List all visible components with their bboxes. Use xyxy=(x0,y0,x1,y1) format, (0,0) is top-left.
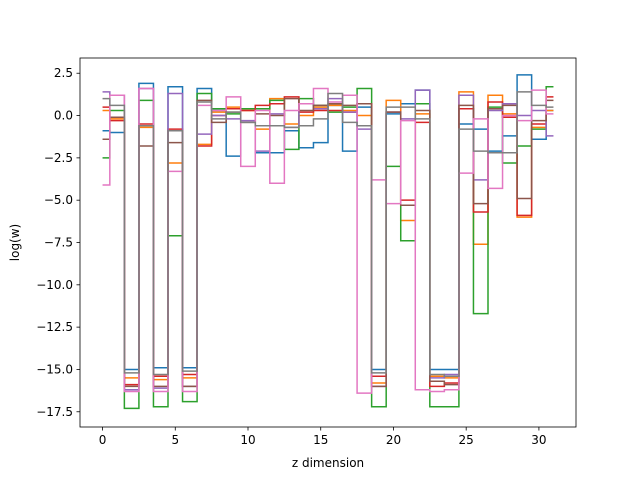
y-tick-label: −2.5 xyxy=(44,151,73,165)
y-ticks: 2.5 0.0 −2.5 −5.0 −7.5 −10.0 −12.5 −15.0 −17.5 xyxy=(36,66,80,419)
x-tick-label: 20 xyxy=(386,433,401,447)
y-tick-label: −15.0 xyxy=(36,362,73,376)
y-tick-label: −7.5 xyxy=(44,236,73,250)
x-tick-label: 25 xyxy=(459,433,474,447)
y-tick-label: 2.5 xyxy=(54,66,73,80)
y-tick-label: −10.0 xyxy=(36,278,73,292)
x-tick-label: 10 xyxy=(240,433,255,447)
y-tick-label: 0.0 xyxy=(54,109,73,123)
y-tick-label: −5.0 xyxy=(44,193,73,207)
x-tick-label: 15 xyxy=(313,433,328,447)
y-tick-label: −17.5 xyxy=(36,405,73,419)
series-layer xyxy=(102,74,554,410)
x-tick-label: 5 xyxy=(171,433,179,447)
x-tick-label: 30 xyxy=(531,433,546,447)
x-tick-label: 0 xyxy=(99,433,107,447)
x-ticks: 0 5 10 15 20 25 30 xyxy=(99,427,547,447)
x-axis-label: z dimension xyxy=(292,456,364,470)
series-line-1 xyxy=(102,74,554,371)
y-tick-label: −12.5 xyxy=(36,320,73,334)
series-line-8 xyxy=(102,91,554,377)
y-axis-label: log(w) xyxy=(8,224,22,261)
